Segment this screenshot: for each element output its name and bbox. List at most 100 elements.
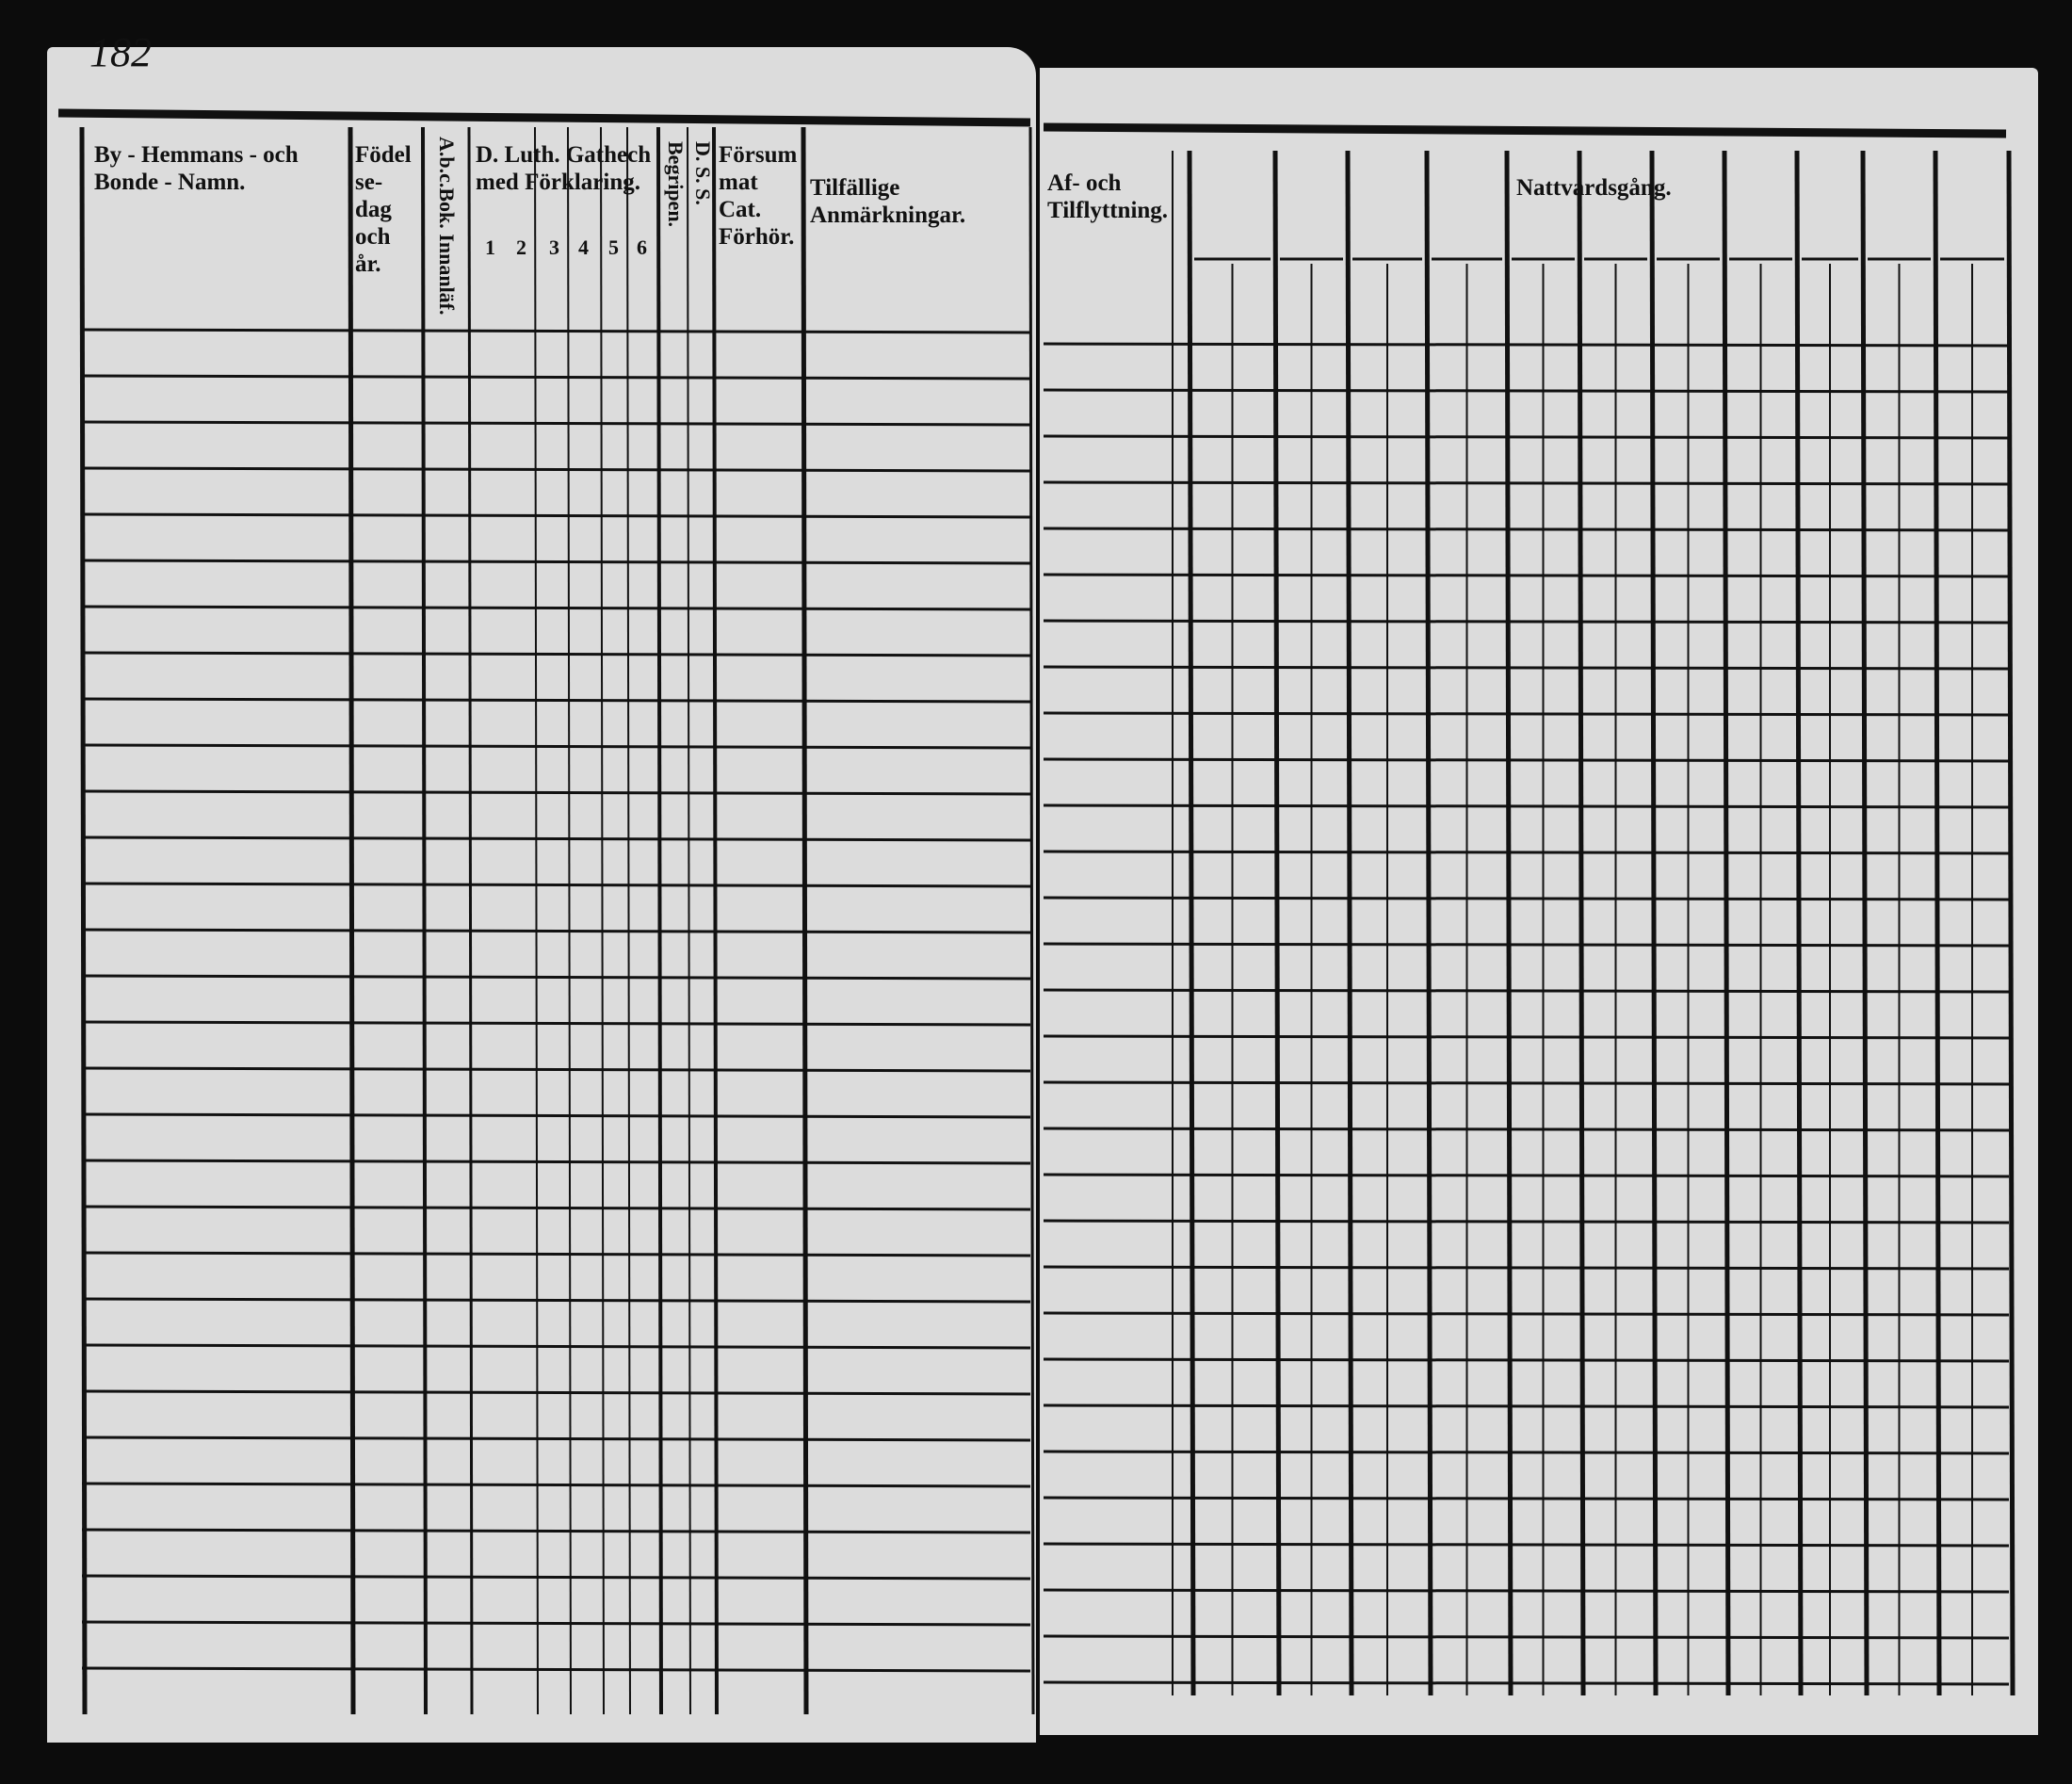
column-rule bbox=[348, 126, 356, 1715]
row-rule bbox=[81, 605, 1031, 611]
row-rule bbox=[81, 1574, 1031, 1581]
row-rule bbox=[81, 1620, 1031, 1627]
row-rule bbox=[1043, 1496, 2010, 1501]
page-number: 182 bbox=[89, 29, 152, 75]
column-rule bbox=[421, 126, 428, 1715]
column-rule bbox=[626, 126, 631, 1715]
row-rule bbox=[81, 697, 1031, 704]
row-rule bbox=[81, 1528, 1031, 1534]
header-rule bbox=[57, 108, 1031, 127]
row-rule bbox=[1043, 1173, 2010, 1178]
row-rule bbox=[81, 1205, 1031, 1211]
row-rule bbox=[81, 928, 1031, 934]
row-rule bbox=[1043, 1542, 2010, 1548]
row-rule bbox=[81, 1251, 1031, 1257]
header-remarks: Tilfällige Anmärkningar. bbox=[810, 175, 966, 228]
row-rule bbox=[81, 559, 1031, 565]
column-rule bbox=[1577, 150, 1586, 1696]
row-rule bbox=[81, 374, 1031, 381]
row-rule bbox=[1043, 1588, 2010, 1594]
header-catechism: D. Luth. Gathech med Förklaring. bbox=[476, 142, 652, 195]
row-rule bbox=[1043, 1265, 2010, 1271]
row-rule bbox=[81, 1666, 1031, 1673]
row-rule bbox=[81, 512, 1031, 519]
row-rule bbox=[81, 1112, 1031, 1119]
header-moving: Af- och Tilflyttning. bbox=[1047, 170, 1169, 223]
catechism-part-6: 6 bbox=[637, 235, 647, 259]
column-rule bbox=[600, 126, 605, 1715]
row-rule bbox=[81, 789, 1031, 796]
row-rule bbox=[81, 1343, 1031, 1350]
row-rule bbox=[1043, 480, 2010, 486]
row-rule bbox=[1043, 1219, 2010, 1224]
column-rule bbox=[687, 126, 691, 1715]
row-rule bbox=[81, 882, 1031, 888]
row-rule bbox=[81, 466, 1031, 473]
header-forsummat: Försummat Cat. Förhör. bbox=[719, 142, 798, 250]
row-rule bbox=[1043, 988, 2010, 994]
column-rule bbox=[712, 126, 719, 1715]
row-rule bbox=[1043, 757, 2010, 763]
column-rule bbox=[567, 126, 572, 1715]
catechism-part-4: 4 bbox=[578, 235, 589, 259]
column-rule bbox=[2006, 150, 2015, 1696]
row-rule bbox=[81, 974, 1031, 981]
row-rule bbox=[1043, 1357, 2010, 1363]
row-rule bbox=[1043, 1680, 2010, 1686]
column-rule bbox=[1860, 150, 1870, 1696]
row-rule bbox=[81, 1389, 1031, 1396]
header-begrip: Begripen. bbox=[664, 141, 688, 228]
column-rule bbox=[1933, 150, 1942, 1696]
header-ds: D. S. S. bbox=[691, 141, 715, 205]
catechism-part-5: 5 bbox=[608, 235, 619, 259]
column-rule bbox=[1794, 150, 1804, 1696]
column-rule bbox=[1187, 150, 1196, 1696]
row-rule bbox=[81, 328, 1031, 334]
column-rule bbox=[467, 126, 474, 1715]
row-rule bbox=[81, 1020, 1031, 1027]
column-rule bbox=[656, 126, 663, 1715]
row-rule bbox=[1043, 1634, 2010, 1640]
header-abc: A.b.c.Bok. Innanläf. bbox=[435, 137, 459, 316]
row-rule bbox=[81, 1066, 1031, 1073]
column-rule bbox=[1424, 150, 1433, 1696]
row-rule bbox=[1043, 342, 2010, 348]
column-rule bbox=[79, 126, 88, 1715]
row-rule bbox=[1043, 1080, 2010, 1086]
column-rule bbox=[801, 126, 809, 1715]
row-rule bbox=[1043, 665, 2010, 671]
row-rule bbox=[1043, 573, 2010, 578]
row-rule bbox=[1043, 527, 2010, 532]
catechism-part-3: 3 bbox=[549, 235, 559, 259]
row-rule bbox=[81, 1482, 1031, 1488]
header-communion: Nattvardsgång. bbox=[1516, 175, 1672, 201]
catechism-part-2: 2 bbox=[516, 235, 526, 259]
column-rule bbox=[1028, 126, 1035, 1715]
row-rule bbox=[1043, 1311, 2010, 1317]
row-rule bbox=[1043, 711, 2010, 717]
catechism-part-1: 1 bbox=[485, 235, 495, 259]
row-rule bbox=[81, 1159, 1031, 1165]
header-birth: Födelse-dag och år. bbox=[355, 142, 412, 277]
row-rule bbox=[1043, 388, 2010, 394]
row-rule bbox=[81, 743, 1031, 750]
header-rule bbox=[1043, 122, 2007, 138]
row-rule bbox=[1043, 1127, 2010, 1132]
row-rule bbox=[81, 1297, 1031, 1304]
row-rule bbox=[1043, 850, 2010, 855]
row-rule bbox=[1043, 619, 2010, 624]
row-rule bbox=[1043, 1034, 2010, 1040]
row-rule bbox=[1043, 1450, 2010, 1455]
column-rule bbox=[1722, 150, 1731, 1696]
row-rule bbox=[81, 1435, 1031, 1442]
column-rule bbox=[534, 126, 539, 1715]
column-rule bbox=[1649, 150, 1659, 1696]
column-rule bbox=[1345, 150, 1354, 1696]
column-rule bbox=[1272, 150, 1282, 1696]
row-rule bbox=[1043, 434, 2010, 440]
row-rule bbox=[1043, 942, 2010, 948]
row-rule bbox=[81, 835, 1031, 842]
row-rule bbox=[1043, 1403, 2010, 1409]
